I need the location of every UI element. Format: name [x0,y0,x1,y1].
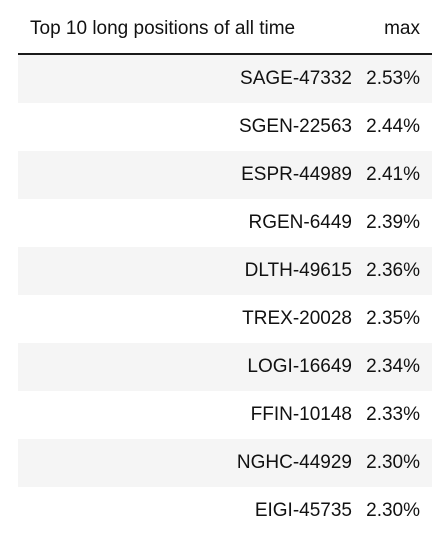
table-header: Top 10 long positions of all time max [18,4,432,55]
position-name: LOGI-16649 [247,356,352,377]
position-max: 2.36% [366,260,420,281]
table-row: EIGI-45735 2.30% [18,487,432,535]
position-max: 2.35% [366,308,420,329]
position-max: 2.41% [366,164,420,185]
position-name: SAGE-47332 [240,68,352,89]
position-name: TREX-20028 [242,308,352,329]
position-max: 2.44% [366,116,420,137]
position-name: FFIN-10148 [250,404,352,425]
table-row: TREX-20028 2.35% [18,295,432,343]
position-name: RGEN-6449 [248,212,353,233]
table-row: ESPR-44989 2.41% [18,151,432,199]
positions-table-container: Top 10 long positions of all time max SA… [18,4,432,535]
table-row: DLTH-49615 2.36% [18,247,432,295]
position-name: SGEN-22563 [238,116,352,137]
header-positions-title: Top 10 long positions of all time [18,4,352,55]
table-row: FFIN-10148 2.33% [18,391,432,439]
position-name: NGHC-44929 [236,452,352,473]
header-row: Top 10 long positions of all time max [18,4,432,55]
position-max: 2.39% [366,212,420,233]
table-row: RGEN-6449 2.39% [18,199,432,247]
table-row: SGEN-22563 2.44% [18,103,432,151]
position-name: EIGI-45735 [254,500,352,521]
position-name: ESPR-44989 [241,164,352,185]
position-max: 2.30% [366,500,420,521]
table-row: NGHC-44929 2.30% [18,439,432,487]
position-max: 2.33% [366,404,420,425]
table-row: LOGI-16649 2.34% [18,343,432,391]
position-max: 2.34% [366,356,420,377]
position-max: 2.30% [366,452,420,473]
table-body: SAGE-47332 2.53% SGEN-22563 2.44% ESPR-4… [18,54,432,535]
position-name: DLTH-49615 [244,260,352,281]
table-row: SAGE-47332 2.53% [18,54,432,103]
header-max: max [352,4,432,55]
position-max: 2.53% [366,68,420,89]
top-long-positions-table: Top 10 long positions of all time max SA… [18,4,432,535]
